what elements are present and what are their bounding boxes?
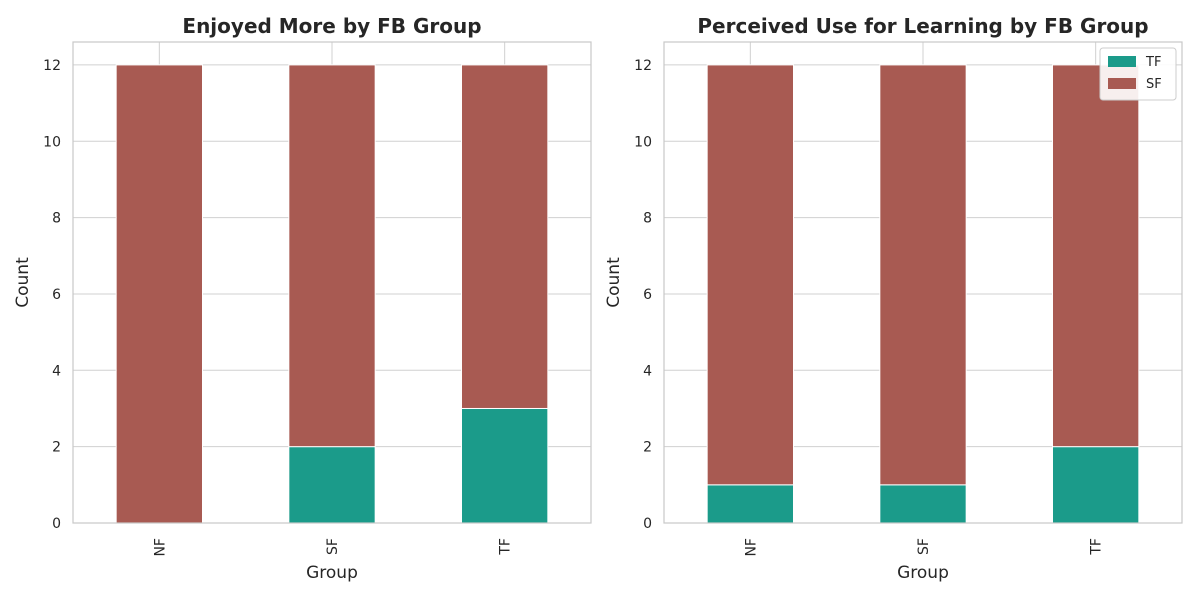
bar-sf-sf (879, 64, 967, 486)
y-axis-label: Count (604, 257, 624, 308)
plot-frame (72, 41, 592, 524)
y-tick-label: 10 (634, 134, 652, 150)
y-tick-label: 4 (52, 363, 61, 379)
legend-swatch-sf (1108, 78, 1136, 89)
x-tick-label: NF (152, 538, 168, 557)
y-tick-label: 0 (52, 516, 61, 532)
y-tick-label: 8 (643, 211, 652, 227)
chart-title: Enjoyed More by FB Group (182, 14, 481, 38)
x-axis-label: Group (897, 563, 949, 583)
y-tick-label: 12 (634, 58, 652, 74)
bar-tf-tf (1052, 446, 1140, 524)
plot-frame (663, 41, 1183, 524)
y-tick-label: 12 (43, 58, 61, 74)
x-tick-label: SF (916, 538, 932, 555)
legend-label-tf: TF (1145, 55, 1161, 70)
bar-sf-tf (461, 64, 549, 409)
y-tick-label: 10 (43, 134, 61, 150)
x-tick-label: NF (743, 538, 759, 557)
bar-sf-tf (1052, 64, 1140, 448)
legend-swatch-tf (1108, 56, 1136, 67)
legend-box (1099, 47, 1177, 101)
x-tick-label: SF (325, 538, 341, 555)
y-tick-label: 8 (52, 211, 61, 227)
bar-tf-nf (706, 484, 795, 524)
y-tick-label: 2 (52, 440, 61, 456)
chart-title: Perceived Use for Learning by FB Group (697, 14, 1148, 38)
y-tick-label: 6 (643, 287, 652, 303)
x-axis-label: Group (306, 563, 358, 583)
legend-label-sf: SF (1146, 77, 1162, 92)
x-tick-label: TF (1089, 538, 1105, 556)
bar-sf-nf (706, 64, 795, 486)
bar-tf-sf (879, 484, 967, 524)
y-tick-label: 6 (52, 287, 61, 303)
x-tick-label: TF (498, 538, 514, 556)
y-axis-label: Count (13, 257, 33, 308)
y-tick-label: 2 (643, 440, 652, 456)
y-tick-label: 4 (643, 363, 652, 379)
bar-tf-tf (461, 407, 549, 524)
y-tick-label: 0 (643, 516, 652, 532)
bar-tf-sf (288, 446, 376, 524)
bar-sf-sf (288, 64, 376, 448)
bar-sf-nf (115, 64, 203, 524)
